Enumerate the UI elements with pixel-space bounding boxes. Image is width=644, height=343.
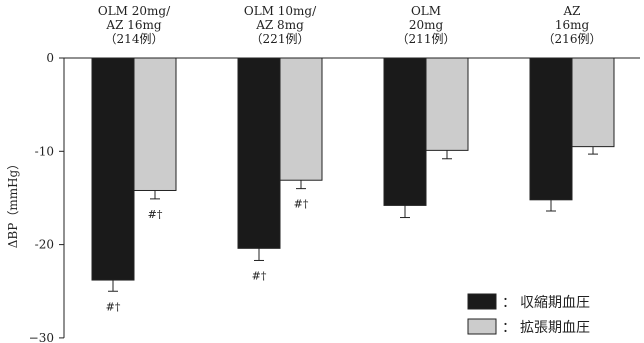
y-tick-label: −30 — [29, 331, 54, 343]
category-label: 16mg — [555, 18, 590, 32]
legend-separator: ： — [502, 295, 516, 311]
category-label: （221例） — [251, 32, 310, 46]
bar — [571, 57, 615, 148]
y-tick-label: -20 — [35, 238, 54, 252]
significance-label: #† — [148, 208, 163, 221]
significance-label: #† — [106, 300, 121, 313]
category-label: OLM — [411, 4, 441, 18]
bar — [529, 57, 573, 201]
category-label: （211例） — [397, 32, 456, 46]
category-label: AZ — [562, 4, 580, 18]
category-label: AZ 16mg — [105, 18, 161, 32]
legend-separator: ： — [502, 320, 516, 336]
category-label: 20mg — [409, 18, 444, 32]
legend-label: 収縮期血圧 — [520, 295, 590, 311]
category-label: OLM 20mg/ — [98, 4, 171, 18]
category-label: （216例） — [543, 32, 602, 46]
y-tick-label: 0 — [46, 51, 54, 65]
significance-label: #† — [294, 198, 309, 211]
legend-swatch — [467, 318, 497, 335]
y-axis-label: ΔBP（mmHg） — [6, 158, 20, 248]
y-tick-label: -10 — [35, 144, 54, 158]
bar — [279, 57, 323, 181]
significance-label: #† — [252, 269, 267, 282]
bar — [237, 57, 281, 249]
category-label: OLM 10mg/ — [244, 4, 317, 18]
bar — [425, 57, 469, 151]
legend-swatch — [467, 293, 497, 310]
category-label: AZ 8mg — [255, 18, 304, 32]
bar — [133, 57, 177, 191]
bar — [91, 57, 135, 281]
legend-label: 拡張期血圧 — [520, 320, 590, 336]
category-label: （214例） — [105, 32, 164, 46]
bar — [383, 57, 427, 206]
